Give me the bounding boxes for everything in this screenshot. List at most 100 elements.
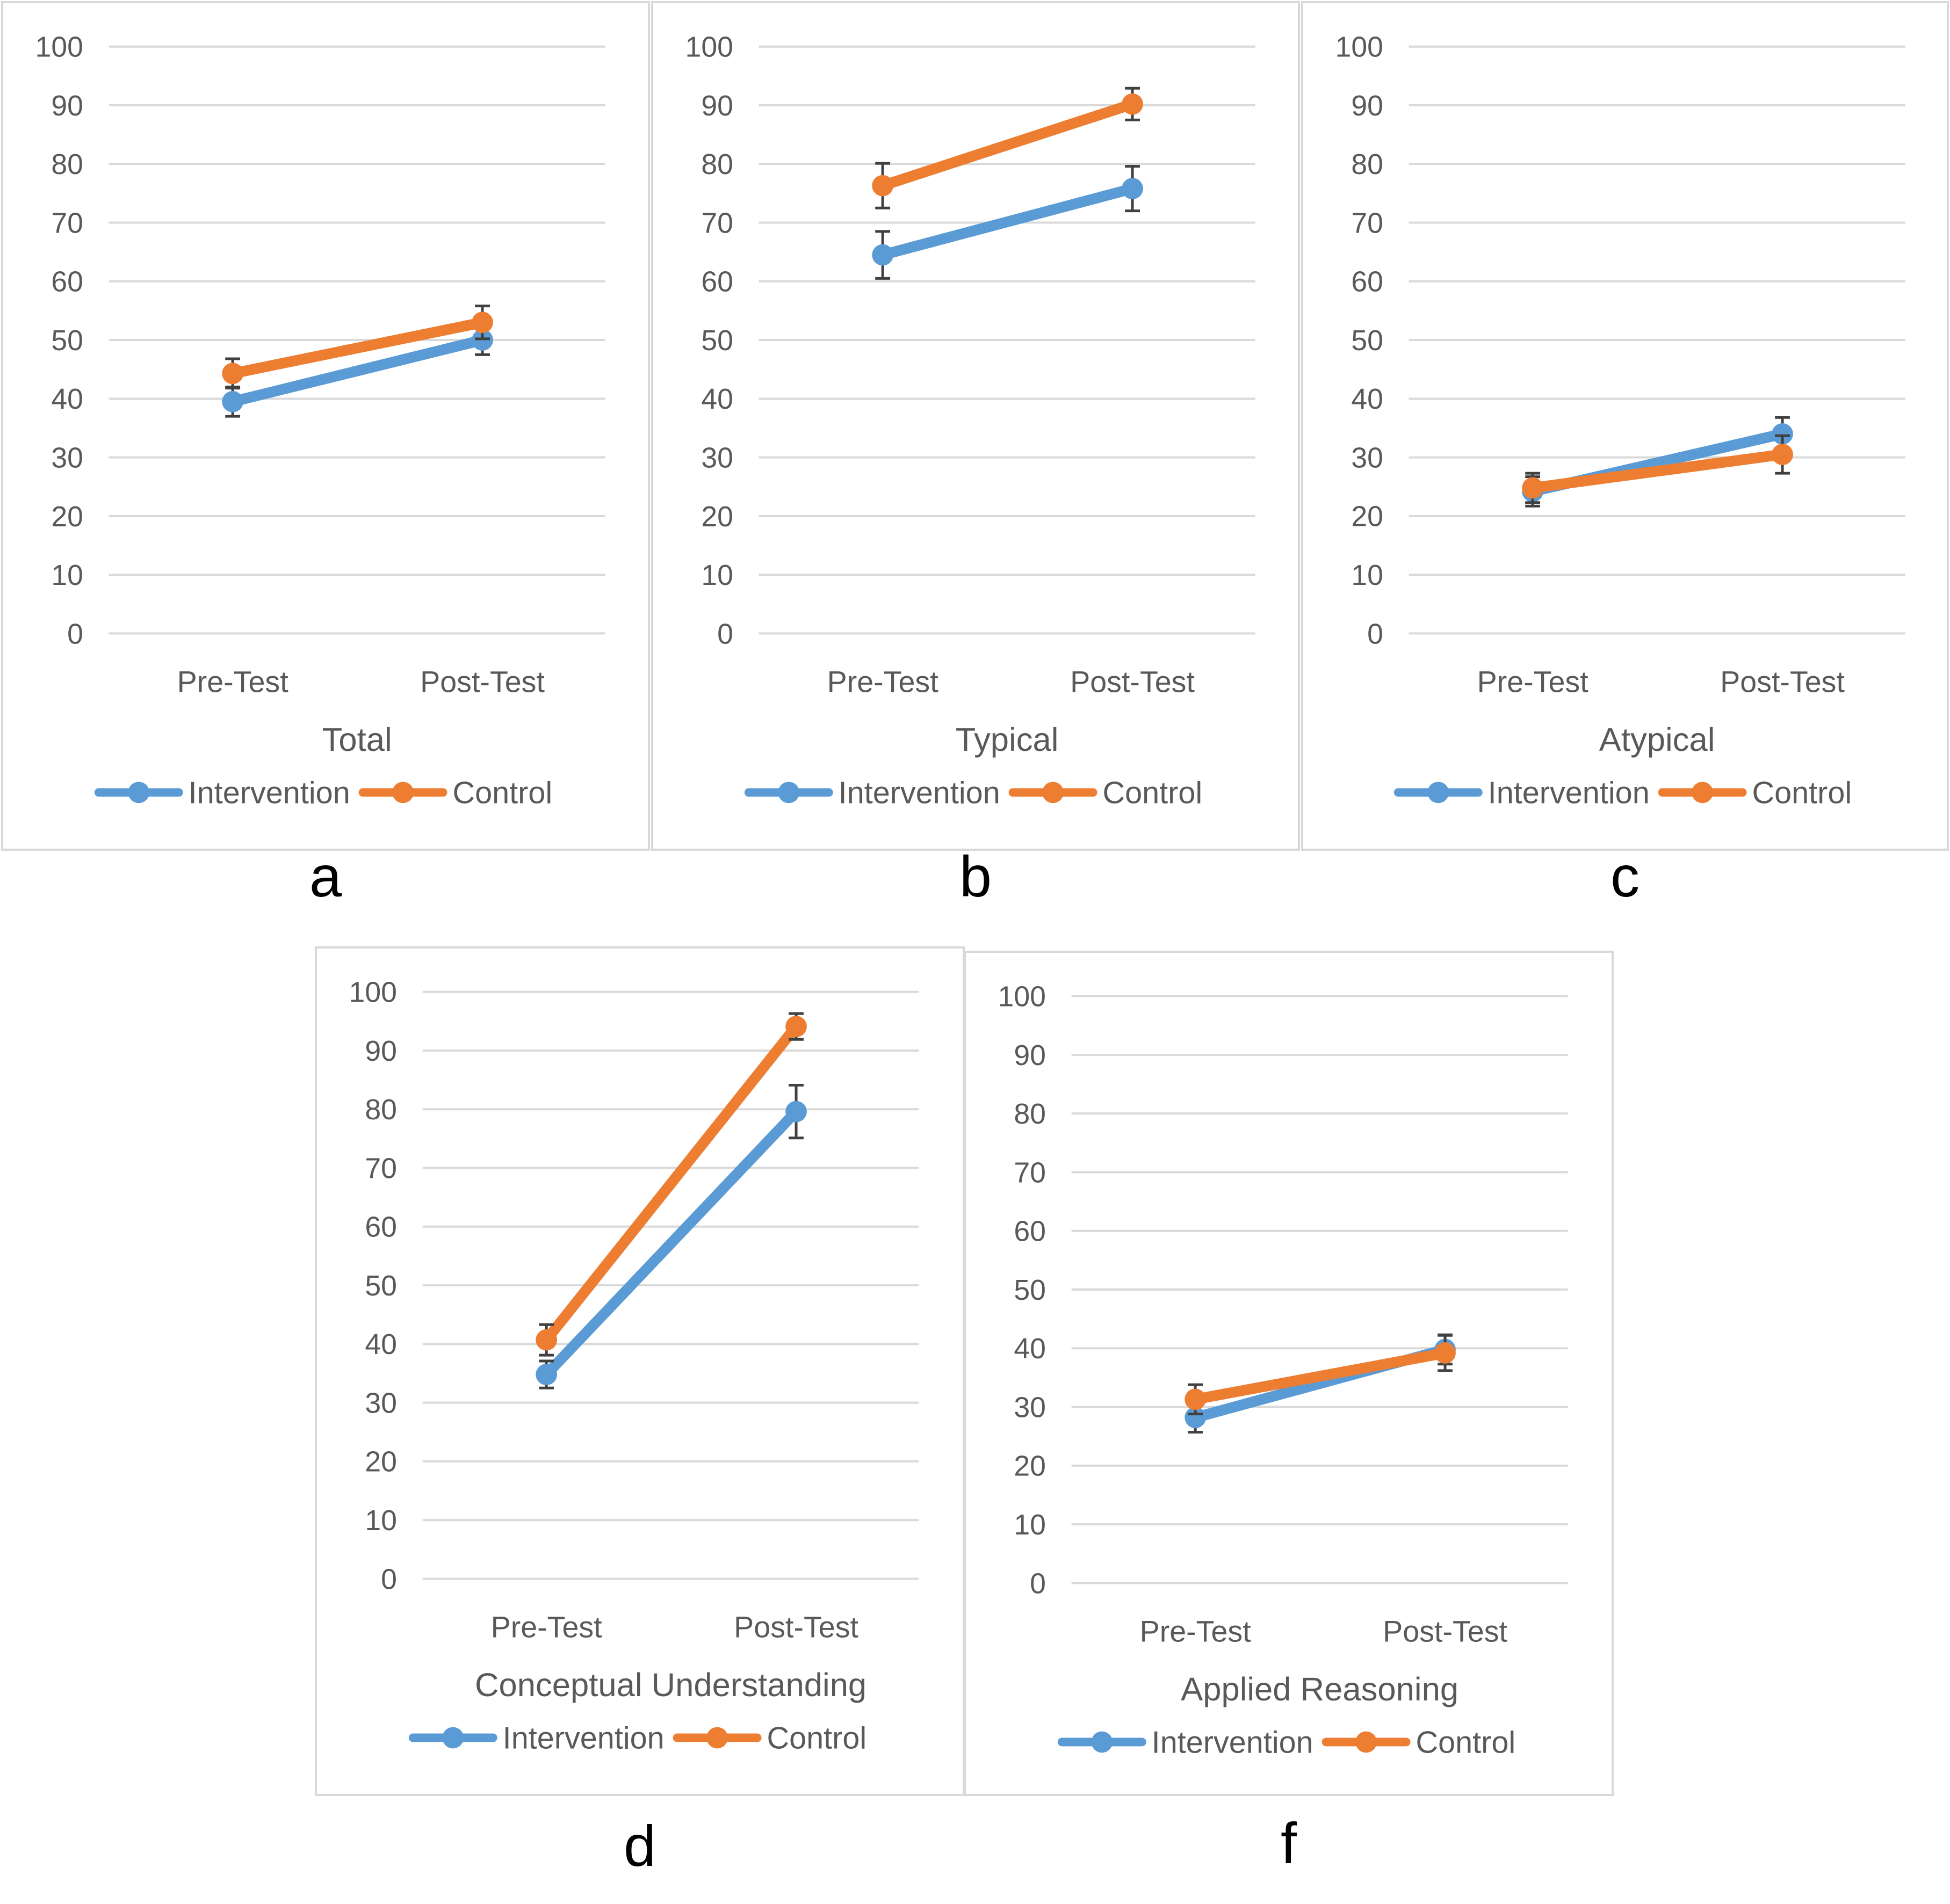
y-tick-label: 70 — [1014, 1156, 1046, 1189]
y-tick-label: 30 — [1014, 1391, 1046, 1423]
y-tick-label: 60 — [51, 266, 83, 298]
data-point-control — [1434, 1342, 1456, 1364]
y-tick-label: 80 — [1014, 1098, 1046, 1130]
legend-label: Control — [1102, 776, 1202, 810]
y-tick-label: 40 — [1351, 383, 1383, 415]
y-tick-label: 10 — [701, 559, 733, 591]
legend-marker — [778, 781, 800, 803]
y-tick-label: 70 — [51, 207, 83, 239]
x-tick-label: Pre-Test — [177, 665, 289, 699]
y-tick-label: 20 — [701, 501, 733, 533]
legend: Intervention Control — [744, 776, 1202, 810]
legend-item-control: Control — [1008, 776, 1202, 810]
legend-label: Control — [1752, 776, 1852, 810]
legend-item-intervention: Intervention — [1393, 776, 1650, 810]
legend-label: Intervention — [189, 776, 350, 810]
data-point-control — [1185, 1388, 1207, 1410]
y-tick-label: 10 — [1351, 559, 1383, 591]
legend-marker — [1355, 1731, 1377, 1753]
legend: Intervention Control — [408, 1721, 866, 1755]
y-tick-label: 40 — [1014, 1333, 1046, 1365]
y-tick-label: 90 — [51, 90, 83, 122]
data-point-control — [536, 1329, 558, 1351]
series-line-control — [541, 1021, 801, 1345]
y-tick-label: 30 — [51, 441, 83, 474]
y-tick-label: 100 — [349, 976, 397, 1009]
chart-panel-a: 0 10 20 30 40 50 60 70 80 90 100 Pre-Test Post-Test T… — [1, 1, 650, 851]
data-point-intervention — [1185, 1407, 1207, 1429]
y-tick-label: 80 — [1351, 148, 1383, 180]
x-tick-label: Pre-Test — [1140, 1615, 1252, 1648]
y-tick-label: 50 — [1014, 1274, 1046, 1306]
legend-item-control: Control — [1321, 1725, 1515, 1760]
legend-item-control: Control — [673, 1721, 866, 1755]
chart-svg: 0 10 20 30 40 50 60 70 80 90 100 Pre-Test Post-Test C… — [349, 976, 919, 1755]
chart-title: Conceptual Understanding — [475, 1667, 866, 1704]
panel-letter: f — [1280, 1811, 1297, 1876]
legend-item-intervention: Intervention — [408, 1721, 665, 1755]
legend-marker — [128, 781, 150, 803]
legend-item-intervention: Intervention — [744, 776, 1000, 810]
series-line-control — [877, 98, 1138, 191]
y-tick-label: 90 — [1351, 90, 1383, 122]
legend-marker — [392, 781, 414, 803]
legend-marker — [1091, 1731, 1113, 1753]
chart-panel-f: 0 10 20 30 40 50 60 70 80 90 100 Pre-Test Post-Test A… — [964, 951, 1614, 1796]
legend-item-control: Control — [1658, 776, 1852, 810]
series-line-control — [1190, 1348, 1450, 1405]
legend-item-control: Control — [358, 776, 552, 810]
chart-panel-c: 0 10 20 30 40 50 60 70 80 90 100 Pre-Test Post-Test A… — [1301, 1, 1949, 851]
x-tick-label: Post-Test — [420, 665, 545, 699]
panel-letter: b — [959, 844, 992, 909]
y-tick-label: 20 — [1014, 1450, 1046, 1482]
legend: Intervention Control — [94, 776, 552, 810]
data-point-intervention — [872, 244, 894, 266]
data-point-intervention — [222, 390, 244, 412]
data-point-control — [785, 1016, 807, 1038]
chart-svg: 0 10 20 30 40 50 60 70 80 90 100 Pre-Test Post-Test T… — [685, 31, 1255, 810]
series-line-intervention — [877, 183, 1138, 260]
chart-title: Applied Reasoning — [1181, 1671, 1458, 1708]
chart-svg: 0 10 20 30 40 50 60 70 80 90 100 Pre-Test Post-Test T… — [35, 31, 605, 810]
y-tick-label: 0 — [1030, 1567, 1046, 1599]
y-tick-label: 0 — [67, 618, 83, 650]
x-tick-label: Pre-Test — [827, 665, 939, 699]
legend: Intervention Control — [1393, 776, 1852, 810]
y-tick-label: 80 — [51, 148, 83, 180]
y-tick-label: 10 — [1014, 1509, 1046, 1541]
y-tick-label: 60 — [1014, 1215, 1046, 1248]
y-tick-label: 80 — [365, 1094, 397, 1126]
y-tick-label: 70 — [365, 1152, 397, 1184]
y-tick-label: 50 — [365, 1270, 397, 1302]
legend-item-intervention: Intervention — [94, 776, 350, 810]
panel-letter: a — [309, 844, 342, 909]
legend-marker — [1042, 781, 1064, 803]
y-tick-label: 60 — [1351, 266, 1383, 298]
y-tick-label: 80 — [701, 148, 733, 180]
y-tick-label: 100 — [685, 31, 733, 63]
y-tick-label: 30 — [1351, 441, 1383, 474]
x-tick-label: Post-Test — [1720, 665, 1845, 699]
y-tick-label: 60 — [701, 266, 733, 298]
panel-letter: d — [623, 1813, 656, 1878]
y-tick-label: 40 — [51, 383, 83, 415]
legend-label: Intervention — [503, 1721, 665, 1755]
data-point-control — [1772, 444, 1793, 466]
series-line-control — [227, 317, 488, 379]
x-tick-label: Pre-Test — [491, 1611, 603, 1644]
data-point-intervention — [785, 1101, 807, 1123]
data-point-control — [872, 175, 894, 197]
legend-label: Intervention — [1152, 1725, 1313, 1760]
y-tick-label: 90 — [701, 90, 733, 122]
chart-panel-b: 0 10 20 30 40 50 60 70 80 90 100 Pre-Test Post-Test T… — [651, 1, 1300, 851]
x-tick-label: Post-Test — [734, 1611, 858, 1644]
y-tick-label: 10 — [51, 559, 83, 591]
x-tick-label: Post-Test — [1070, 665, 1195, 699]
data-point-intervention — [1772, 423, 1793, 445]
x-tick-label: Post-Test — [1383, 1615, 1507, 1648]
data-point-intervention — [536, 1364, 558, 1386]
legend-label: Control — [1415, 1725, 1515, 1760]
data-point-control — [1122, 93, 1143, 115]
y-tick-label: 100 — [1335, 31, 1383, 63]
x-tick-label: Pre-Test — [1477, 665, 1589, 699]
